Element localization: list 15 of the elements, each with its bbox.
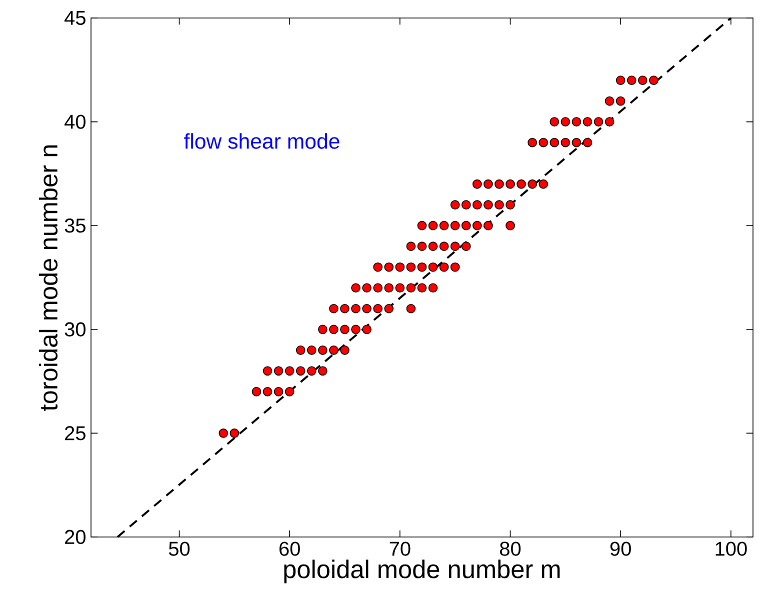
y-tick-label: 20 [65,530,86,544]
x-tick-label: 70 [390,542,410,556]
y-tick-label: 30 [64,322,86,336]
y-tick-label: 35 [64,218,86,233]
x-tick-label: 50 [168,542,190,556]
y-tick-label: 25 [65,426,86,440]
y-axis-title: toroidal mode number n [38,145,58,411]
x-tick-label: 60 [280,542,300,556]
annotation: flow shear mode [184,133,340,149]
x-axis-title: poloidal mode number m [284,560,560,584]
y-tick-label: 45 [64,11,86,25]
y-tick-label: 40 [64,114,86,129]
x-tick-label: 80 [500,542,521,556]
x-tick-label: 100 [716,542,747,556]
x-tick-label: 90 [610,542,631,556]
